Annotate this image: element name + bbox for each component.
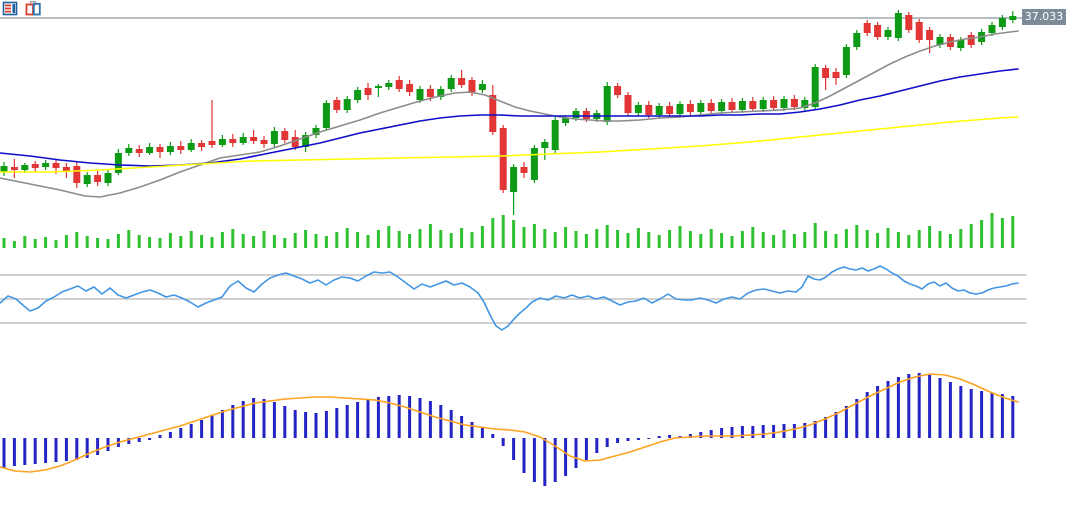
last-price-label: 37.033 bbox=[1022, 9, 1066, 25]
chart-view-icon[interactable] bbox=[25, 1, 42, 16]
price-panel[interactable] bbox=[0, 10, 1017, 215]
macd-panel[interactable] bbox=[0, 373, 1019, 486]
ma-lines-layer bbox=[0, 30, 1019, 198]
toolbar bbox=[2, 1, 42, 16]
list-view-icon[interactable] bbox=[2, 1, 19, 16]
volume-panel[interactable] bbox=[2, 213, 1015, 248]
oscillator-panel[interactable] bbox=[0, 265, 1027, 331]
